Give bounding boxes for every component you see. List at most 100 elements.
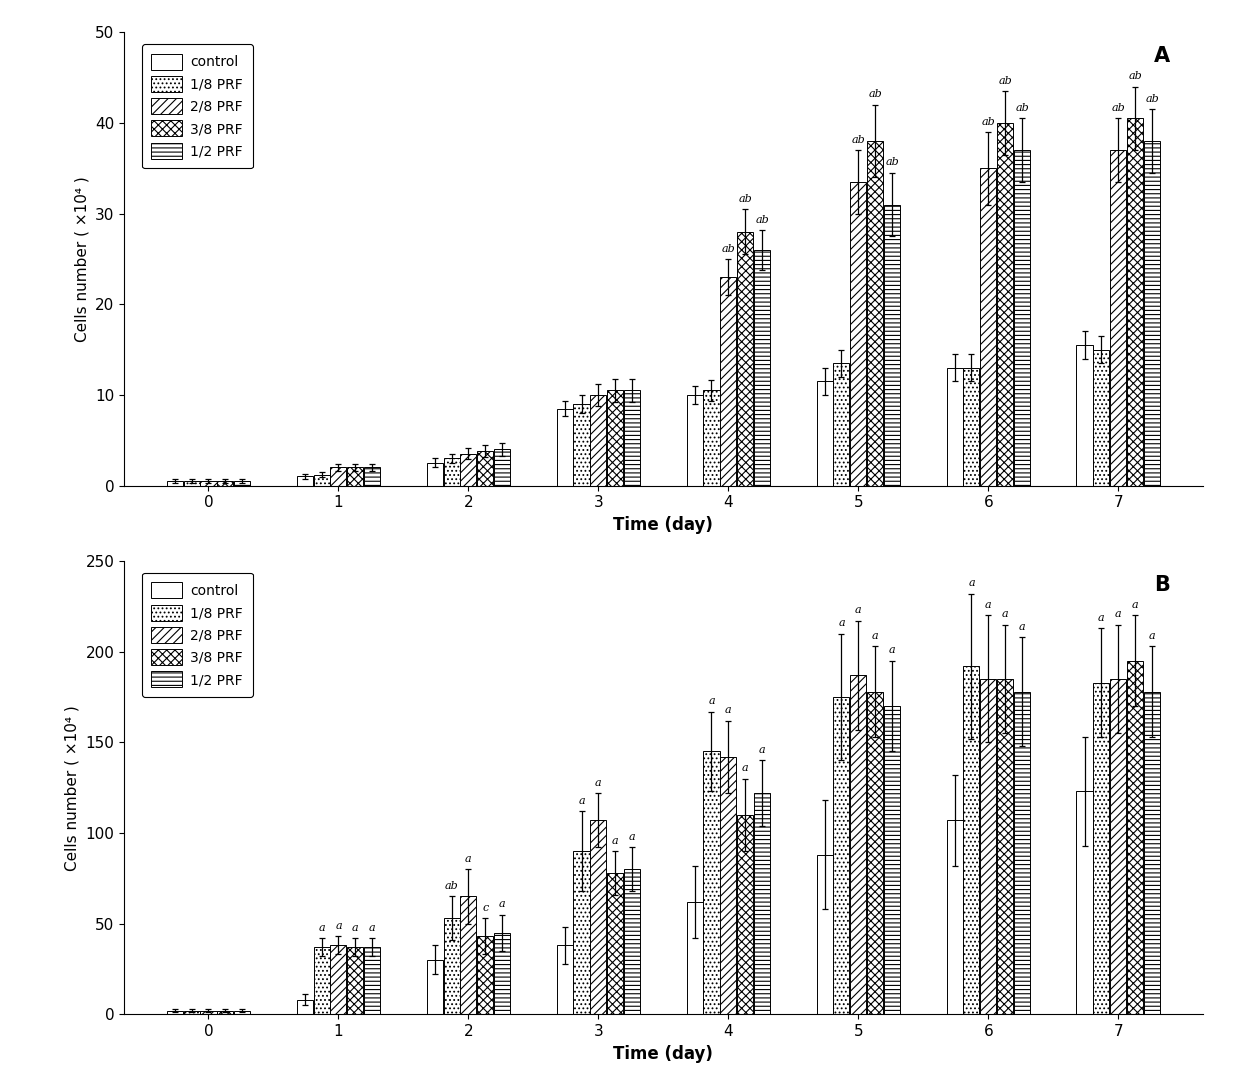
Bar (495, 449, 510, 486)
Text: a: a (742, 763, 749, 774)
Text: ab: ab (885, 158, 899, 167)
Text: a: a (872, 631, 879, 641)
Bar (166, 1011, 182, 1014)
Bar (590, 395, 606, 486)
Bar (557, 409, 573, 486)
Bar (833, 697, 849, 1014)
Bar (754, 250, 770, 486)
Bar (963, 666, 980, 1014)
Text: a: a (856, 605, 862, 615)
Text: ab: ab (445, 880, 459, 891)
Text: a: a (838, 618, 844, 628)
Bar (1110, 679, 1126, 1014)
Bar (754, 793, 770, 1014)
Text: ab: ab (1128, 71, 1142, 81)
Bar (624, 391, 640, 486)
Bar (1014, 150, 1030, 486)
Text: a: a (578, 796, 585, 806)
Text: a: a (319, 923, 325, 932)
Bar (1076, 345, 1092, 486)
Bar (573, 404, 589, 486)
Bar (703, 391, 719, 486)
Bar (703, 751, 719, 1014)
Text: a: a (465, 853, 471, 864)
Bar (330, 467, 346, 486)
Text: a: a (725, 706, 732, 715)
Bar (833, 364, 849, 486)
Text: ab: ab (755, 215, 769, 224)
Bar (608, 391, 624, 486)
Bar (477, 937, 494, 1014)
Bar (201, 481, 217, 486)
Bar (981, 168, 997, 486)
Bar (427, 960, 443, 1014)
Text: ab: ab (722, 244, 735, 254)
Text: ab: ab (998, 76, 1012, 86)
Text: a: a (595, 778, 601, 788)
Bar (851, 182, 867, 486)
Text: ab: ab (1016, 103, 1029, 113)
Bar (201, 1011, 217, 1014)
Bar (296, 1000, 312, 1014)
Text: ab: ab (852, 135, 866, 145)
Bar (234, 1011, 250, 1014)
Text: ab: ab (868, 90, 882, 99)
Bar (851, 675, 867, 1014)
Bar (1014, 692, 1030, 1014)
Text: A: A (1154, 46, 1171, 66)
Bar (365, 947, 381, 1014)
Y-axis label: Cells number ( ×10⁴ ): Cells number ( ×10⁴ ) (74, 176, 89, 342)
Bar (997, 123, 1013, 486)
Bar (1145, 141, 1161, 486)
Bar (738, 815, 754, 1014)
Legend: control, 1/8 PRF, 2/8 PRF, 3/8 PRF, 1/2 PRF: control, 1/8 PRF, 2/8 PRF, 3/8 PRF, 1/2 … (141, 573, 253, 697)
Y-axis label: Cells number ( ×10⁴ ): Cells number ( ×10⁴ ) (64, 705, 79, 871)
Bar (608, 873, 624, 1014)
Bar (234, 481, 250, 486)
X-axis label: Time (day): Time (day) (614, 516, 713, 534)
Bar (981, 679, 997, 1014)
Bar (1145, 692, 1161, 1014)
Bar (884, 706, 900, 1014)
Bar (884, 205, 900, 486)
Bar (427, 463, 443, 486)
Text: a: a (968, 578, 975, 588)
Text: a: a (1148, 631, 1156, 641)
Text: a: a (1019, 622, 1025, 632)
Bar (573, 851, 589, 1014)
Text: a: a (985, 600, 992, 610)
Bar (314, 947, 330, 1014)
Bar (720, 277, 737, 486)
Bar (444, 459, 460, 486)
Text: ab: ab (1146, 94, 1159, 104)
Bar (557, 945, 573, 1014)
Bar (590, 820, 606, 1014)
Bar (166, 481, 182, 486)
Bar (624, 870, 640, 1014)
Bar (687, 902, 703, 1014)
Bar (314, 475, 330, 486)
Text: ab: ab (1111, 103, 1125, 113)
Text: a: a (1099, 613, 1105, 623)
Bar (867, 141, 883, 486)
Bar (720, 756, 737, 1014)
Text: a: a (759, 745, 765, 755)
Bar (687, 395, 703, 486)
Bar (460, 454, 476, 486)
Text: c: c (482, 903, 489, 913)
Text: ab: ab (738, 193, 753, 204)
Bar (1127, 660, 1143, 1014)
Text: a: a (1115, 609, 1122, 619)
Text: a: a (708, 696, 714, 706)
Text: a: a (613, 835, 619, 846)
Bar (330, 945, 346, 1014)
Text: a: a (352, 923, 358, 932)
Bar (477, 451, 494, 486)
Bar (217, 1011, 233, 1014)
Bar (296, 477, 312, 486)
Text: a: a (1002, 609, 1008, 619)
Bar (867, 692, 883, 1014)
Text: a: a (1132, 600, 1138, 610)
Bar (365, 467, 381, 486)
Legend: control, 1/8 PRF, 2/8 PRF, 3/8 PRF, 1/2 PRF: control, 1/8 PRF, 2/8 PRF, 3/8 PRF, 1/2 … (141, 44, 253, 168)
